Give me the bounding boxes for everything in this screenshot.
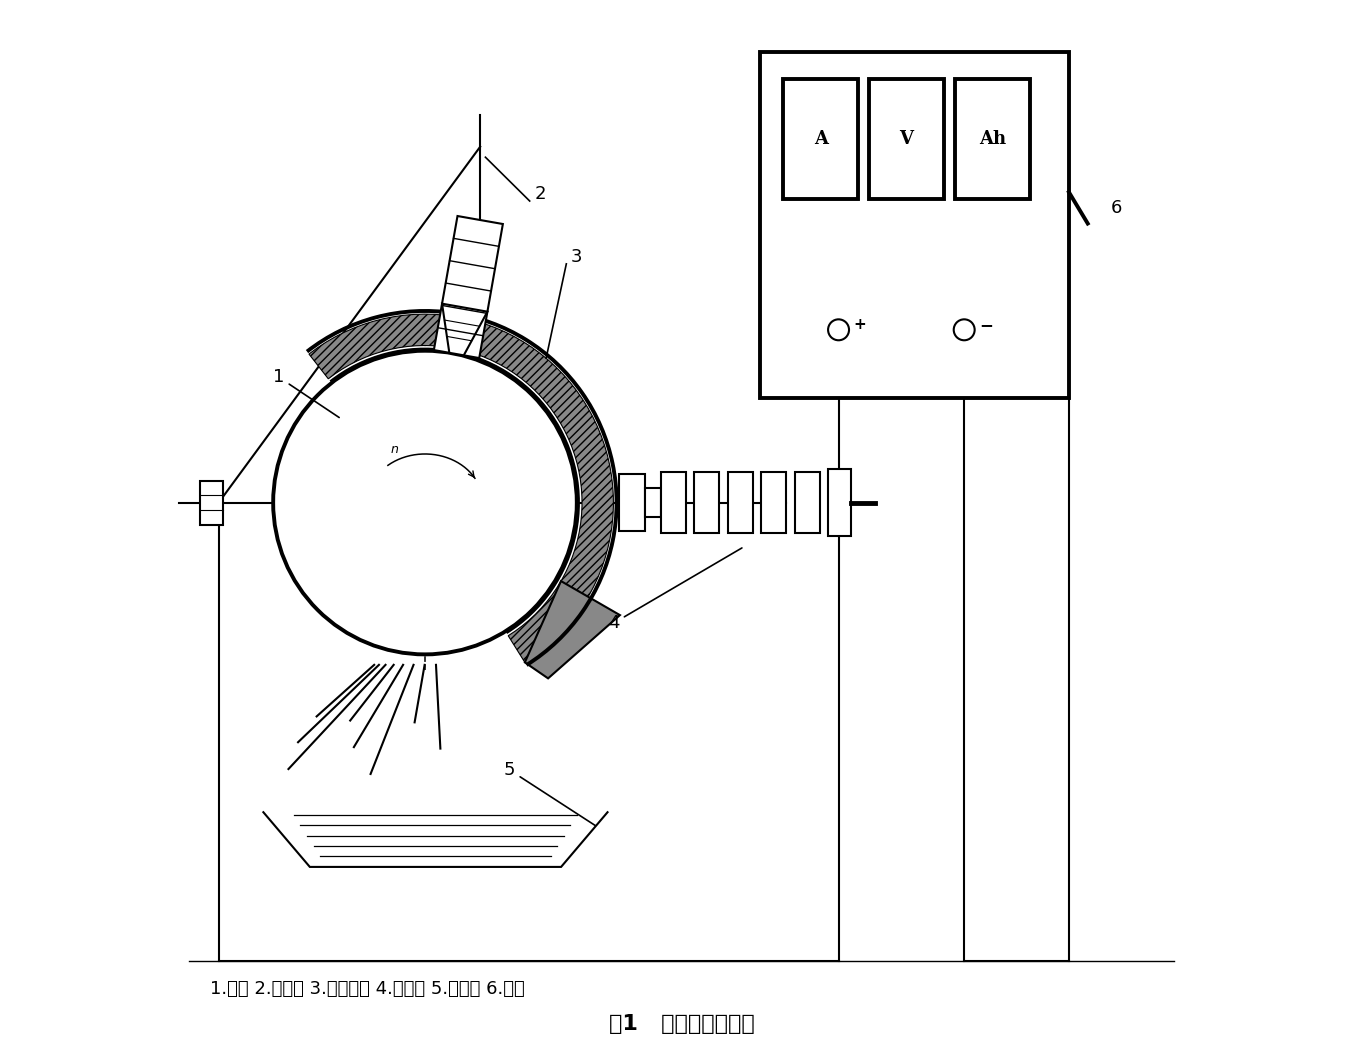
Text: +: + (853, 317, 866, 332)
Bar (954, 79, 1030, 199)
Text: A: A (814, 130, 827, 148)
Text: 6: 6 (1111, 199, 1122, 217)
Bar (619, 473, 645, 532)
Text: 1.工件 2.刷镀液 3.阴极包套 4.刷镀笔 5.贮液盒 6.电源: 1.工件 2.刷镀液 3.阴极包套 4.刷镀笔 5.贮液盒 6.电源 (210, 980, 525, 999)
Text: n: n (391, 443, 398, 455)
Text: 图1   电刷镀原理简图: 图1 电刷镀原理简图 (609, 1013, 754, 1034)
Text: −: − (979, 315, 992, 334)
Bar (728, 472, 752, 533)
Circle shape (829, 319, 849, 340)
Text: 4: 4 (608, 548, 741, 632)
Bar (645, 488, 661, 517)
Bar (200, 481, 224, 525)
Text: 2: 2 (534, 184, 547, 203)
Bar (761, 52, 1069, 398)
Text: V: V (900, 130, 913, 148)
Bar (795, 472, 819, 533)
Text: Ah: Ah (979, 130, 1006, 148)
Bar (761, 472, 786, 533)
Bar (784, 79, 859, 199)
Polygon shape (309, 314, 613, 663)
Polygon shape (442, 304, 488, 355)
Bar (829, 469, 851, 536)
Bar (694, 472, 720, 533)
Text: 1: 1 (273, 367, 339, 418)
Text: 3: 3 (571, 247, 582, 266)
Circle shape (954, 319, 975, 340)
Text: 5: 5 (503, 761, 596, 826)
Polygon shape (525, 581, 620, 678)
Circle shape (273, 351, 577, 654)
Bar (870, 79, 945, 199)
Bar (661, 472, 686, 533)
Polygon shape (433, 216, 503, 358)
